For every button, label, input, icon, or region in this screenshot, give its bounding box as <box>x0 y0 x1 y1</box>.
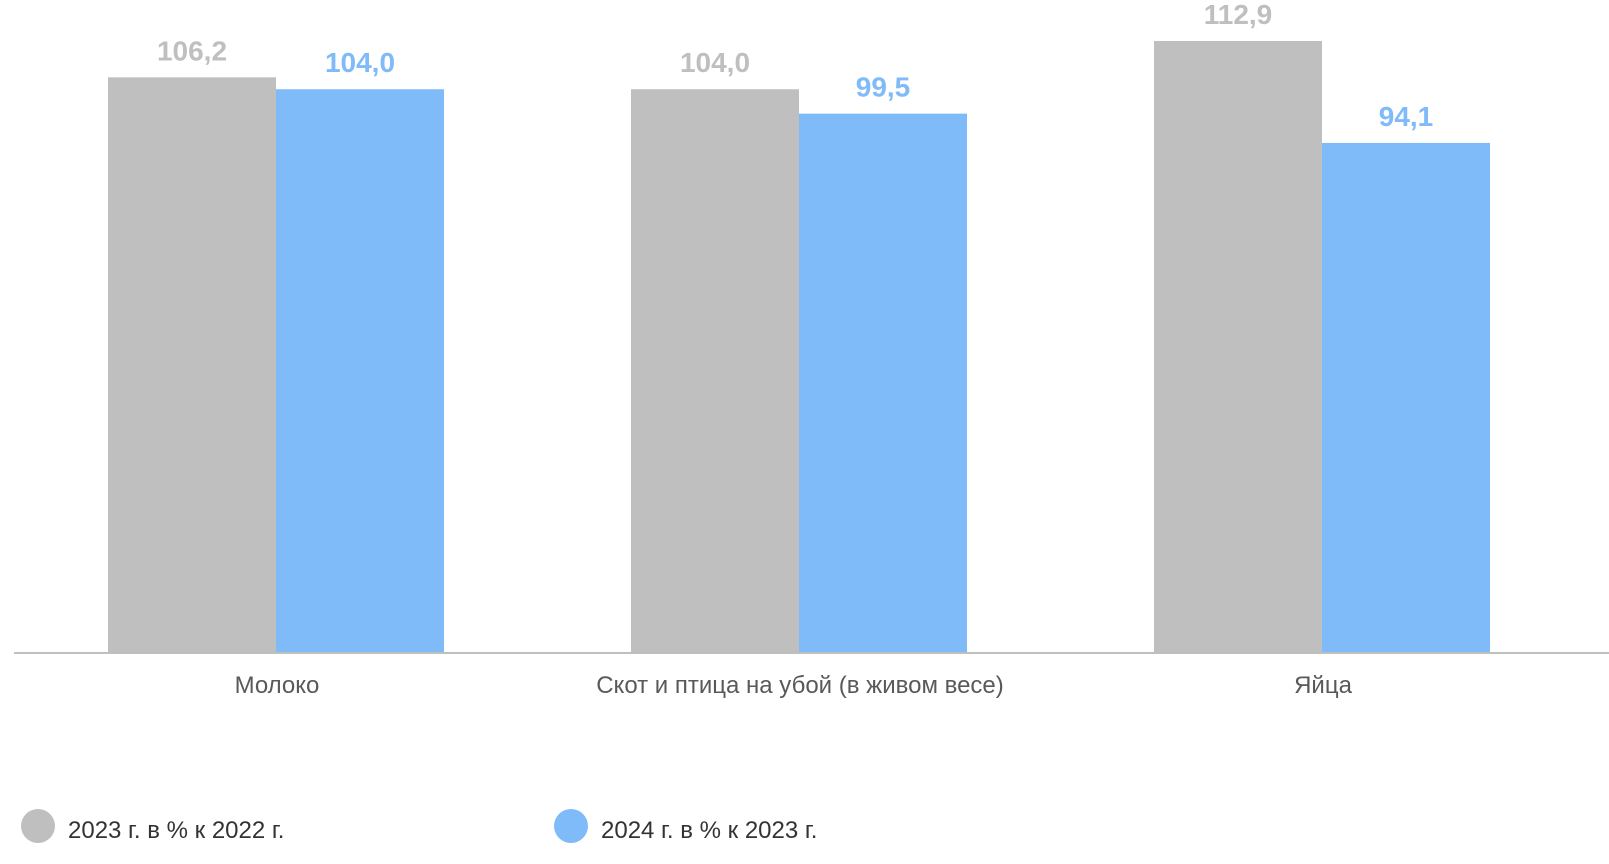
legend-marker-1 <box>21 809 55 843</box>
legend-label-2: 2024 г. в % к 2023 г. <box>601 817 817 844</box>
value-labels-group: 106,2 104,0 104,0 99,5 112,9 94,1 <box>157 0 1433 132</box>
x-tick-label-3: Яйца <box>1294 672 1352 699</box>
bar-1-3 <box>1154 41 1322 653</box>
legend-marker-2 <box>554 809 588 843</box>
bar-2-2 <box>799 113 967 653</box>
data-label-2-2: 99,5 <box>856 72 911 103</box>
bar-1-2 <box>631 89 799 654</box>
bars-group <box>108 41 1490 654</box>
bar-2-3 <box>1322 142 1490 653</box>
x-tick-labels-group: Молоко Скот и птица на убой (в живом весе… <box>235 672 1353 699</box>
bar-1-1 <box>108 77 276 654</box>
data-label-2-3: 94,1 <box>1379 101 1434 132</box>
data-label-2-1: 104,0 <box>325 47 395 78</box>
legend: 2023 г. в % к 2022 г. 2024 г. в % к 2023 … <box>21 809 817 844</box>
x-tick-label-1: Молоко <box>235 672 320 699</box>
x-tick-label-2: Скот и птица на убой (в живом весе) <box>596 672 1004 699</box>
data-label-1-2: 104,0 <box>680 47 750 78</box>
bar-2-1 <box>276 89 444 654</box>
legend-label-1: 2023 г. в % к 2022 г. <box>68 817 284 844</box>
data-label-1-1: 106,2 <box>157 35 227 66</box>
data-label-1-3: 112,9 <box>1204 0 1273 30</box>
